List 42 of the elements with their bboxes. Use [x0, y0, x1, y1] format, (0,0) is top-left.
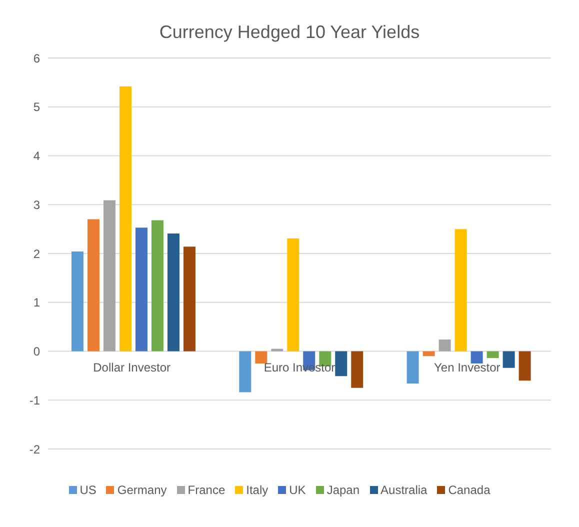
- bar: [255, 351, 268, 364]
- x-tick-label: Dollar Investor: [93, 360, 171, 374]
- y-tick-label: 1: [33, 296, 40, 310]
- bar: [87, 219, 100, 352]
- legend-label: Germany: [116, 483, 167, 497]
- legend-label: US: [78, 483, 96, 497]
- legend-label: Australia: [380, 483, 428, 497]
- y-tick-label: 2: [33, 246, 40, 261]
- bar: [486, 351, 499, 358]
- bar: [335, 351, 348, 376]
- bar: [351, 351, 364, 388]
- bar: [103, 200, 116, 352]
- bar: [422, 351, 435, 356]
- legend-label: France: [186, 483, 226, 497]
- y-tick-label: 3: [33, 198, 40, 212]
- bar: [406, 351, 419, 384]
- bar: [167, 233, 180, 352]
- legend-label: Canada: [447, 483, 490, 497]
- bar: [151, 220, 164, 352]
- y-tick-label: -1: [29, 393, 40, 408]
- bar: [239, 351, 252, 392]
- legend-label: Italy: [245, 483, 268, 497]
- bar: [71, 252, 84, 352]
- chart-title: Currency Hedged 10 Year Yields: [158, 22, 421, 43]
- bar: [271, 348, 284, 352]
- y-tick-label: 0: [33, 344, 40, 359]
- y-tick-label: 4: [33, 149, 40, 164]
- bar: [454, 229, 467, 352]
- bar: [119, 86, 132, 352]
- bar: [438, 340, 451, 352]
- legend-label: Japan: [326, 483, 360, 497]
- bar: [470, 351, 483, 364]
- y-tick-label: 6: [33, 51, 40, 66]
- legend-label: UK: [288, 483, 306, 497]
- y-tick-label: -2: [29, 442, 40, 456]
- bar: [518, 351, 531, 381]
- bar: [183, 246, 196, 352]
- x-tick-label: Yen Investor: [434, 360, 500, 374]
- bar: [502, 351, 515, 368]
- bar: [135, 228, 148, 352]
- y-tick-label: 5: [33, 100, 40, 114]
- bar: [287, 238, 300, 352]
